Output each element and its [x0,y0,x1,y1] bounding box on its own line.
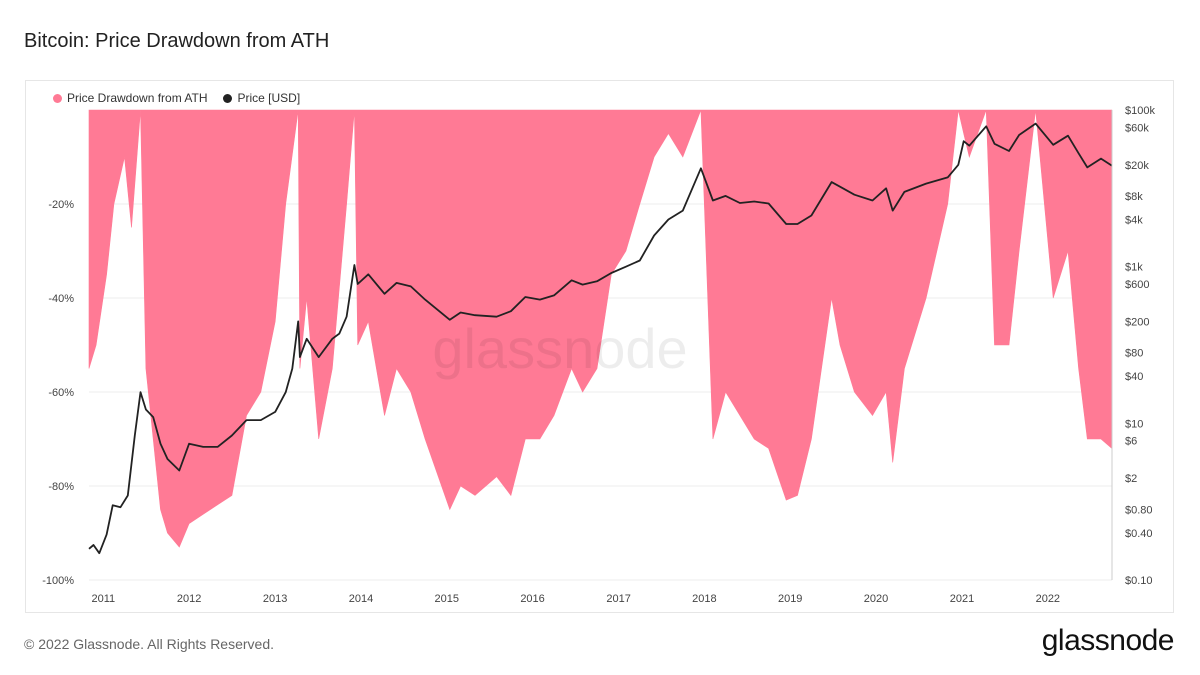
glassnode-logo[interactable]: glassnode [1041,624,1175,657]
legend-item-price[interactable]: Price [USD] [223,91,300,105]
legend-drawdown-swatch [53,93,62,103]
chart-legend: Price Drawdown from ATH Price [USD] [53,91,300,105]
legend-drawdown-label: Price Drawdown from ATH [67,91,208,105]
page-title: Bitcoin: Price Drawdown from ATH [24,30,330,52]
chart-frame [25,80,1174,613]
legend-price-swatch [223,93,233,103]
legend-item-drawdown[interactable]: Price Drawdown from ATH [53,91,207,105]
copyright-text: © 2022 Glassnode. All Rights Reserved. [24,636,275,652]
legend-price-label: Price [USD] [237,91,301,105]
